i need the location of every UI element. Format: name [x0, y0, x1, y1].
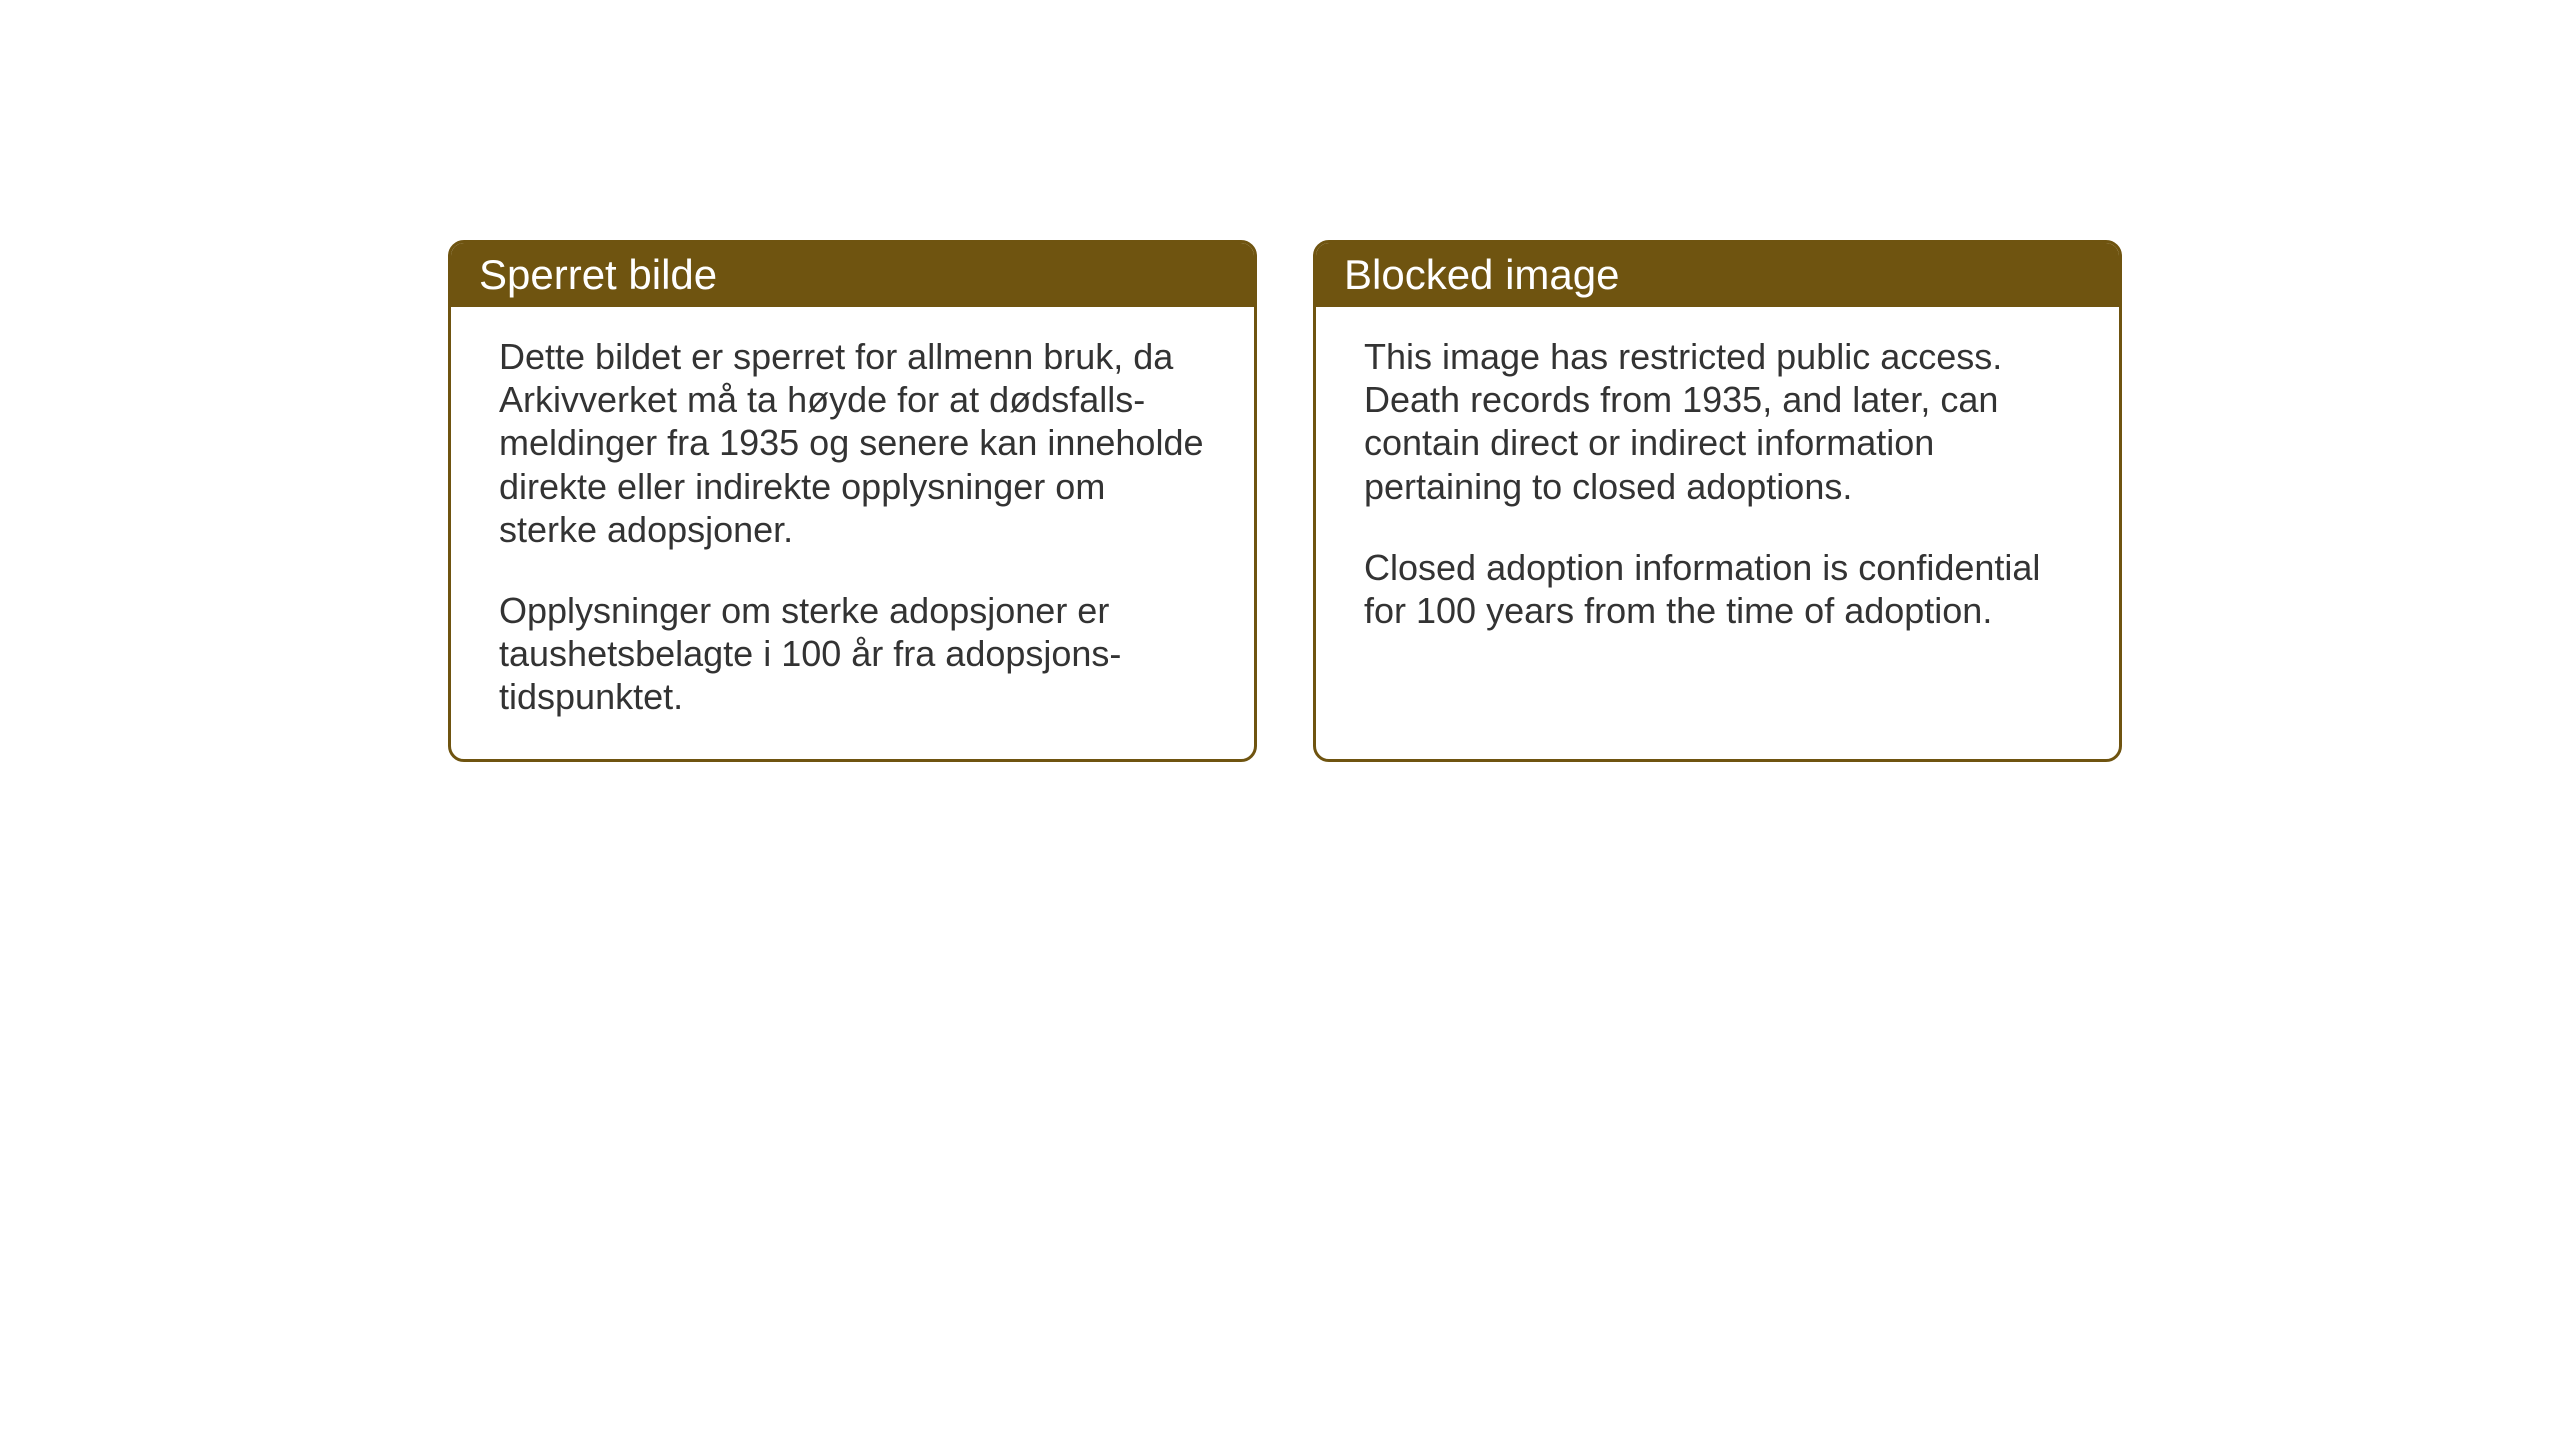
card-header-norwegian: Sperret bilde [451, 243, 1254, 307]
card-paragraph: Closed adoption information is confident… [1364, 546, 2071, 632]
card-paragraph: Opplysninger om sterke adopsjoner er tau… [499, 589, 1206, 719]
notice-container: Sperret bilde Dette bildet er sperret fo… [448, 240, 2122, 762]
notice-card-norwegian: Sperret bilde Dette bildet er sperret fo… [448, 240, 1257, 762]
card-paragraph: This image has restricted public access.… [1364, 335, 2071, 508]
card-body-english: This image has restricted public access.… [1316, 307, 2119, 735]
card-header-english: Blocked image [1316, 243, 2119, 307]
card-body-norwegian: Dette bildet er sperret for allmenn bruk… [451, 307, 1254, 759]
notice-card-english: Blocked image This image has restricted … [1313, 240, 2122, 762]
card-paragraph: Dette bildet er sperret for allmenn bruk… [499, 335, 1206, 551]
